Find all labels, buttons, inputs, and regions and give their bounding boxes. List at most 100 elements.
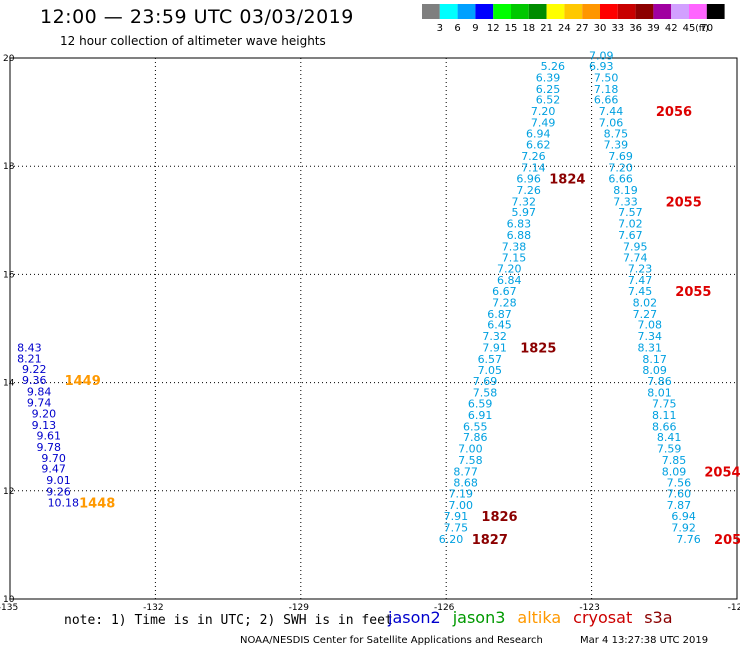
colorbar-label: 3 bbox=[437, 23, 443, 34]
wave-height-value: 9.78 bbox=[37, 441, 62, 454]
wave-height-value: 7.67 bbox=[618, 229, 643, 242]
wave-height-value: 7.27 bbox=[633, 308, 658, 321]
colorbar-swatch bbox=[706, 4, 725, 19]
wave-height-value: 7.19 bbox=[448, 488, 473, 501]
wave-height-value: 5.97 bbox=[511, 206, 536, 219]
wave-height-value: 7.20 bbox=[497, 262, 522, 275]
credit-line: NOAA/NESDIS Center for Satellite Applica… bbox=[240, 635, 543, 646]
colorbar-legend: 3 6 9 12 15 18 21 24 27 30 33 36 39 42 45 70(ft) bbox=[422, 4, 725, 34]
wave-height-value: 7.75 bbox=[444, 522, 469, 535]
wave-height-value: 7.50 bbox=[594, 71, 619, 84]
track-2053: 7.096.937.507.186.667.447.068.757.397.69… bbox=[589, 49, 740, 548]
wave-height-value: 6.66 bbox=[594, 94, 619, 107]
wave-height-value: 8.09 bbox=[662, 465, 687, 478]
wave-height-value: 5.26 bbox=[541, 60, 566, 73]
wave-height-value: 7.15 bbox=[502, 252, 527, 265]
wave-height-value: 7.26 bbox=[521, 150, 546, 163]
x-tick-label: -126 bbox=[434, 603, 455, 610]
y-tick-label: 20 bbox=[3, 54, 15, 64]
wave-height-value: 7.91 bbox=[482, 341, 507, 354]
wave-height-value: 7.00 bbox=[448, 499, 473, 512]
wave-height-value: 7.47 bbox=[628, 274, 653, 287]
generated-timestamp: Mar 4 13:27:38 UTC 2019 bbox=[580, 635, 709, 646]
colorbar-label: 30 bbox=[594, 23, 607, 34]
colorbar-label: 42 bbox=[665, 23, 678, 34]
wave-height-value: 7.76 bbox=[676, 533, 701, 546]
wave-height-value: 9.22 bbox=[22, 363, 47, 376]
wave-height-value: 7.58 bbox=[458, 454, 483, 467]
y-tick-label: 12 bbox=[3, 487, 14, 497]
wave-height-value: 7.86 bbox=[463, 431, 488, 444]
colorbar-unit: (ft) bbox=[695, 24, 709, 34]
colorbar-label: 18 bbox=[522, 23, 535, 34]
wave-height-value: 6.66 bbox=[608, 173, 633, 186]
wave-height-plot: -135-132-129-126-123-121012141618208.438… bbox=[0, 49, 740, 610]
colorbar-swatch bbox=[689, 4, 707, 19]
wave-height-value: 7.00 bbox=[458, 443, 483, 456]
colorbar-label: 9 bbox=[472, 23, 478, 34]
wave-height-value: 6.96 bbox=[516, 173, 541, 186]
wave-height-value: 7.14 bbox=[521, 161, 546, 174]
colorbar-label: 21 bbox=[540, 23, 553, 34]
legend-s3a: s3a bbox=[644, 608, 673, 627]
wave-height-value: 7.18 bbox=[594, 83, 619, 96]
pass-time-label: 2055 bbox=[666, 195, 702, 210]
colorbar-swatch bbox=[475, 4, 494, 19]
wave-height-value: 6.94 bbox=[671, 510, 696, 523]
wave-height-value: 7.60 bbox=[667, 488, 692, 501]
wave-height-value: 7.74 bbox=[623, 252, 648, 265]
wave-height-value: 9.61 bbox=[37, 430, 62, 443]
wave-height-value: 7.39 bbox=[604, 139, 629, 152]
wave-height-value: 8.09 bbox=[642, 364, 667, 377]
wave-height-value: 9.47 bbox=[41, 463, 66, 476]
wave-height-value: 6.62 bbox=[526, 139, 551, 152]
wave-height-value: 6.20 bbox=[439, 533, 464, 546]
wave-height-value: 7.26 bbox=[516, 184, 541, 197]
wave-height-value: 6.25 bbox=[536, 83, 561, 96]
wave-height-value: 6.88 bbox=[507, 229, 532, 242]
wave-height-value: 7.32 bbox=[511, 195, 536, 208]
wave-height-value: 7.69 bbox=[608, 150, 633, 163]
y-tick-label: 10 bbox=[3, 595, 15, 605]
colorbar-label: 33 bbox=[611, 23, 624, 34]
wave-height-value: 8.68 bbox=[453, 477, 478, 490]
colorbar-swatch bbox=[511, 4, 529, 19]
wave-height-value: 6.45 bbox=[487, 319, 512, 332]
colorbar-label: 15 bbox=[505, 23, 518, 34]
wave-height-value: 7.85 bbox=[662, 454, 687, 467]
wave-height-value: 7.59 bbox=[657, 443, 682, 456]
wave-height-value: 7.20 bbox=[608, 161, 633, 174]
wave-height-value: 6.91 bbox=[468, 409, 493, 422]
wave-height-value: 7.20 bbox=[531, 105, 556, 118]
x-tick-label: -129 bbox=[289, 603, 310, 610]
pass-time-label: 2056 bbox=[656, 105, 692, 120]
legend-cryosat: cryosat bbox=[573, 608, 633, 627]
colorbar-label: 6 bbox=[454, 23, 460, 34]
wave-height-value: 6.55 bbox=[463, 420, 488, 433]
pass-time-label: 1448 bbox=[79, 497, 115, 512]
pass-time-label: 2054 bbox=[704, 465, 740, 480]
colorbar-label: 45 bbox=[683, 23, 696, 34]
wave-height-value: 6.87 bbox=[487, 308, 512, 321]
wave-height-value: 7.23 bbox=[628, 262, 653, 275]
wave-height-value: 7.95 bbox=[623, 240, 648, 253]
wave-height-value: 7.33 bbox=[613, 195, 638, 208]
wave-height-value: 9.74 bbox=[27, 397, 52, 410]
chart-title: 12:00 — 23:59 UTC 03/03/2019 bbox=[40, 6, 354, 28]
colorbar-swatch bbox=[546, 4, 565, 19]
wave-height-value: 9.20 bbox=[32, 407, 57, 420]
colorbar-label: 36 bbox=[629, 23, 642, 34]
legend-jason3: jason3 bbox=[452, 608, 506, 627]
wave-height-value: 7.06 bbox=[599, 116, 624, 129]
colorbar-swatch bbox=[439, 4, 458, 19]
wave-height-value: 7.57 bbox=[618, 206, 643, 219]
colorbar-swatch bbox=[671, 4, 689, 19]
wave-height-value: 8.11 bbox=[652, 409, 677, 422]
wave-height-value: 8.01 bbox=[647, 386, 672, 399]
colorbar-label: 12 bbox=[487, 23, 500, 34]
track-west-jason2: 8.438.219.229.369.849.749.209.139.619.78… bbox=[17, 341, 115, 511]
wave-height-value: 7.09 bbox=[589, 49, 614, 62]
colorbar-swatch bbox=[653, 4, 672, 19]
y-tick-label: 16 bbox=[3, 270, 15, 280]
wave-height-value: 7.02 bbox=[618, 218, 643, 231]
